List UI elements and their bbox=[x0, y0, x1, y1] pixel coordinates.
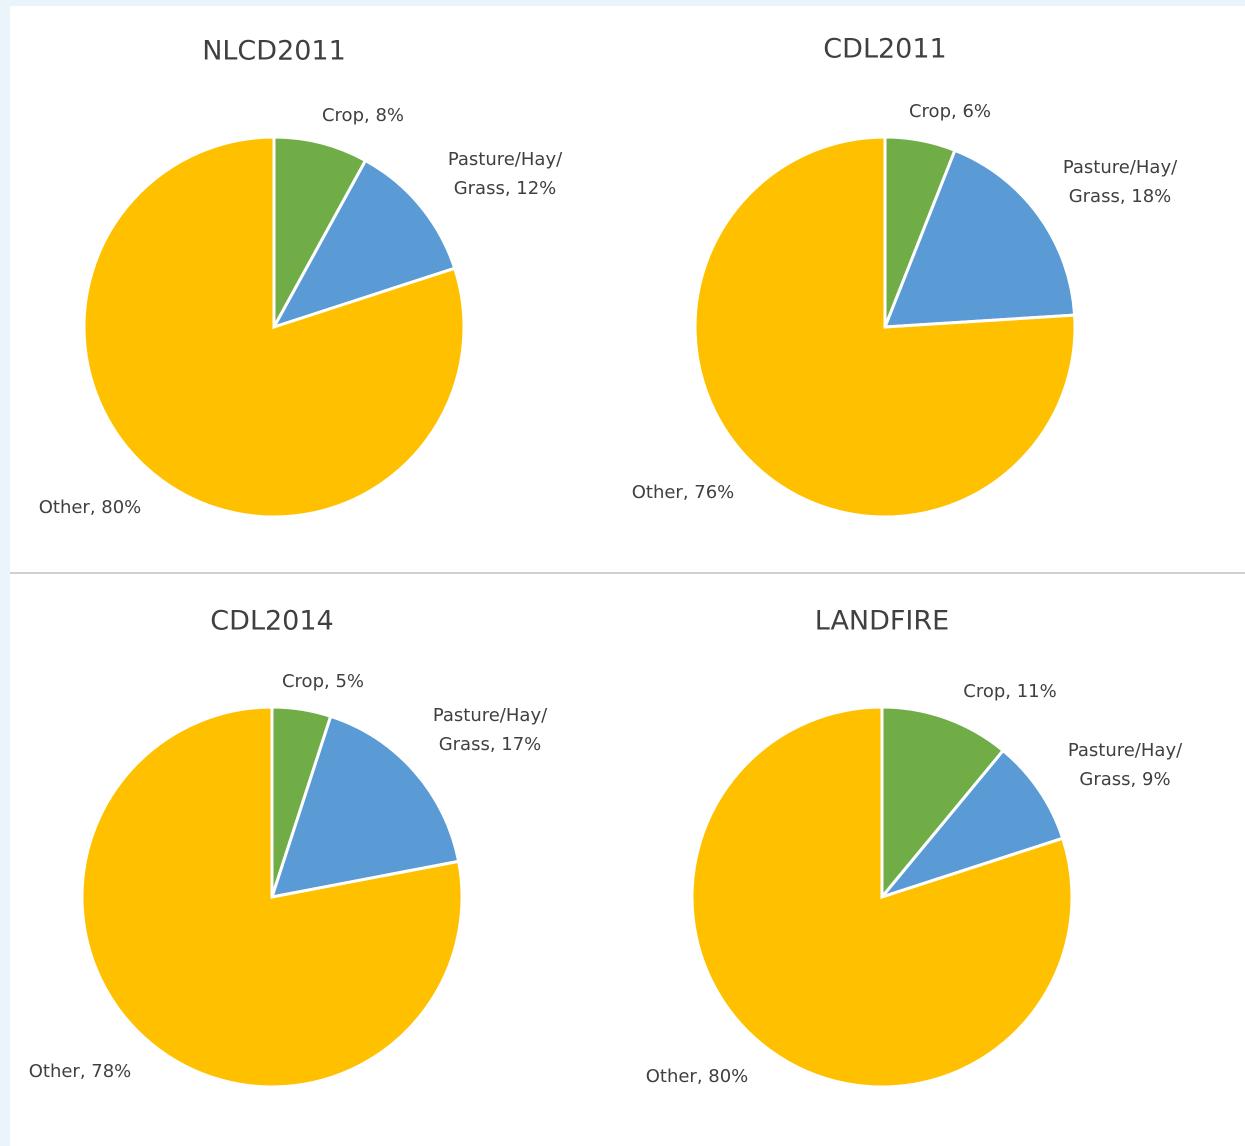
pie-slice bbox=[690, 705, 1074, 1089]
chart-title: LANDFIRE bbox=[815, 606, 949, 637]
pie-slice bbox=[269, 714, 461, 899]
data-label: Other, 76% bbox=[632, 482, 735, 503]
data-label: Crop, 11% bbox=[963, 681, 1056, 702]
pie-slice bbox=[82, 135, 466, 519]
data-label: Pasture/Hay/ bbox=[1063, 157, 1178, 178]
data-label: Crop, 5% bbox=[282, 671, 364, 692]
data-label: Grass, 18% bbox=[1069, 186, 1172, 207]
pie-slice bbox=[693, 135, 1077, 519]
chart-title: NLCD2011 bbox=[202, 36, 346, 67]
data-label: Grass, 9% bbox=[1079, 769, 1170, 790]
data-label: Pasture/Hay/ bbox=[1068, 740, 1183, 761]
data-label: Grass, 17% bbox=[439, 734, 542, 755]
data-label: Crop, 8% bbox=[322, 105, 404, 126]
pie-slice bbox=[272, 135, 368, 328]
chart-title: CDL2014 bbox=[210, 606, 333, 637]
data-label: Other, 78% bbox=[29, 1061, 132, 1082]
pie-slice bbox=[882, 148, 1077, 329]
data-label: Crop, 6% bbox=[909, 101, 991, 122]
pie-slice bbox=[270, 158, 457, 330]
data-label: Pasture/Hay/ bbox=[448, 149, 563, 170]
chart-title: CDL2011 bbox=[823, 34, 946, 65]
data-label: Other, 80% bbox=[39, 497, 142, 518]
data-label: Pasture/Hay/ bbox=[433, 705, 548, 726]
pie-slice bbox=[80, 705, 464, 1089]
data-label: Grass, 12% bbox=[454, 178, 557, 199]
data-label: Other, 80% bbox=[646, 1066, 749, 1087]
pie-slice bbox=[880, 705, 1006, 902]
pie-slice bbox=[877, 748, 1065, 901]
